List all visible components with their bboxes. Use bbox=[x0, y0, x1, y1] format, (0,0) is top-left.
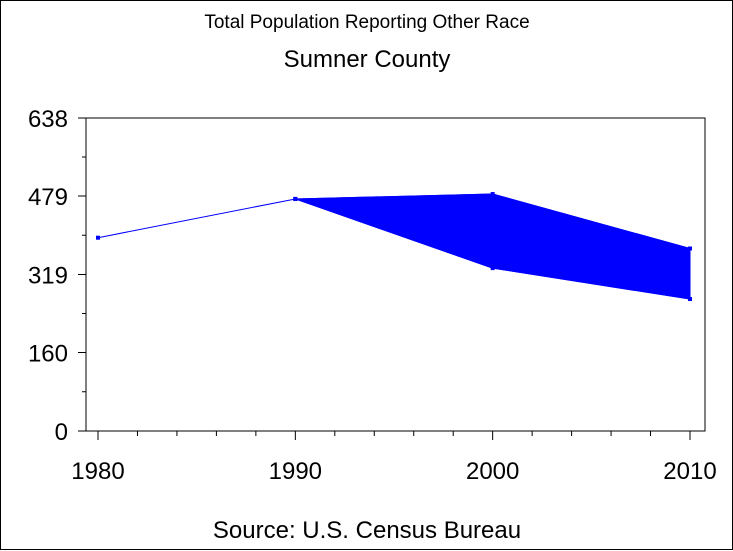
y-tick-label: 638 bbox=[28, 106, 68, 133]
data-point bbox=[490, 266, 495, 271]
data-point bbox=[688, 246, 692, 251]
x-tick-label: 1990 bbox=[269, 458, 322, 485]
y-tick-label: 160 bbox=[28, 341, 68, 368]
chart-subtitle: Sumner County bbox=[284, 46, 451, 73]
data-point bbox=[96, 235, 100, 240]
data-point bbox=[490, 192, 495, 197]
x-tick-label: 2000 bbox=[466, 458, 519, 485]
y-tick-label: 319 bbox=[28, 263, 68, 290]
data-point bbox=[688, 297, 692, 302]
series-line bbox=[97, 198, 296, 239]
x-tick-label: 1980 bbox=[71, 458, 124, 485]
chart-footnote: Source: U.S. Census Bureau bbox=[213, 517, 521, 544]
y-tick-label: 0 bbox=[55, 419, 68, 446]
y-tick-label: 479 bbox=[28, 184, 68, 211]
x-tick-label: 2010 bbox=[663, 458, 716, 485]
data-point bbox=[293, 196, 298, 201]
confidence-band bbox=[295, 193, 691, 300]
chart-title: Total Population Reporting Other Race bbox=[204, 12, 529, 33]
